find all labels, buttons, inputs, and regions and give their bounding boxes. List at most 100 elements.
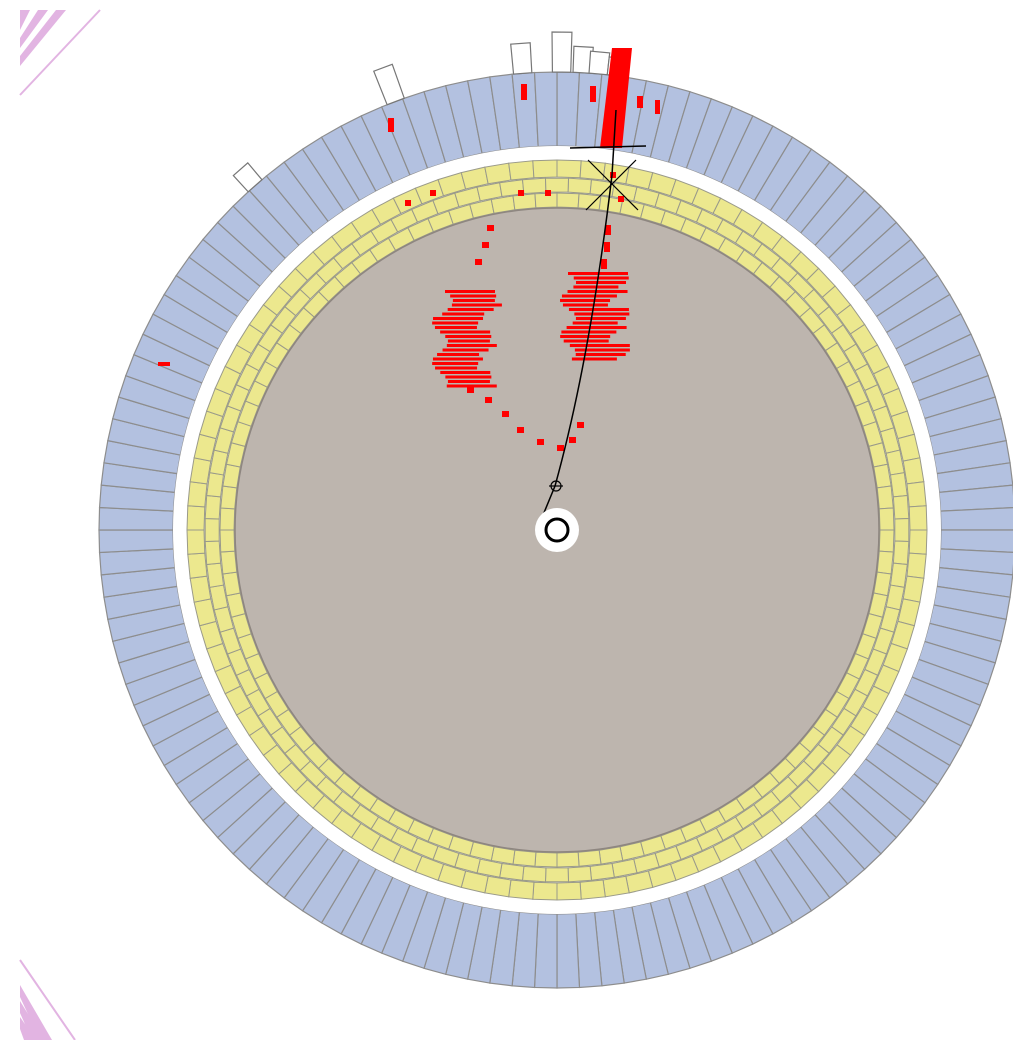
tracker-hit — [452, 299, 495, 302]
tracker-hit — [442, 312, 485, 316]
tracker-hit — [575, 281, 626, 284]
inner-calorimeter-cell — [220, 485, 238, 510]
inner-calorimeter-cell — [892, 540, 910, 566]
corner-stripe — [20, 10, 30, 30]
tracker-hit — [577, 422, 584, 428]
outer-calorimeter-cell — [556, 912, 581, 989]
tracker-hit — [573, 276, 629, 280]
tracker-hit — [571, 357, 617, 361]
tower-outline — [232, 162, 263, 193]
inner-calorimeter-cell — [499, 862, 525, 881]
vertex-ring — [544, 517, 570, 543]
tracker-hit — [487, 225, 494, 231]
inner-calorimeter-cell — [589, 862, 615, 881]
inner-calorimeter-cell — [220, 550, 238, 575]
inner-calorimeter-cell — [579, 160, 606, 181]
tower-outline — [372, 63, 406, 106]
inner-calorimeter-cell — [556, 881, 582, 901]
tracker-hit — [569, 344, 630, 347]
inner-calorimeter-cell — [187, 552, 208, 579]
tracker-hit — [445, 375, 492, 379]
tower-outline — [510, 42, 533, 75]
tracker-hit — [563, 339, 609, 343]
inner-calorimeter-cell — [876, 550, 894, 575]
tracker-hit — [446, 344, 497, 347]
tracker-hit — [560, 299, 611, 302]
inner-calorimeter-cell — [889, 472, 908, 498]
inner-calorimeter-cell — [484, 875, 512, 898]
tracker-hit — [604, 242, 610, 252]
inner-calorimeter-cell — [577, 849, 602, 867]
corner-stripe-line — [19, 9, 101, 96]
calorimeter-hit — [637, 96, 643, 108]
tracker-hit — [566, 326, 627, 329]
corner-stripe-decoration-top — [19, 9, 101, 96]
inner-calorimeter-cell — [906, 552, 927, 579]
inner-calorimeter-cell — [534, 192, 558, 209]
inner-calorimeter-cell — [187, 481, 208, 508]
inner-calorimeter-cell — [544, 867, 570, 883]
inner-calorimeter-cell — [892, 494, 910, 520]
calorimeter-hit — [590, 86, 596, 102]
inner-calorimeter-cell — [876, 485, 894, 510]
inner-calorimeter-cell — [521, 177, 547, 195]
inner-hit — [610, 172, 616, 178]
corner-stripe — [20, 1001, 44, 1040]
calorimeter-hit — [158, 362, 170, 366]
tracker-hit — [450, 294, 497, 298]
tracker-hit — [574, 312, 630, 316]
corner-stripe-line — [19, 959, 76, 1040]
tracker-hit — [601, 259, 607, 269]
tracker-hit — [433, 317, 484, 320]
inner-hit — [618, 196, 624, 202]
inner-calorimeter-cell — [512, 193, 537, 211]
inner-calorimeter-cell — [889, 562, 908, 588]
tracker-hit — [557, 445, 564, 451]
inner-calorimeter-cell — [902, 575, 925, 603]
tracker-hit — [445, 335, 492, 338]
calorimeter-hit — [388, 118, 394, 132]
outer-calorimeter-cell — [533, 71, 558, 148]
inner-calorimeter-cell — [534, 851, 558, 868]
hit-clusters — [158, 48, 660, 451]
inner-calorimeter-cell — [189, 575, 212, 603]
inner-calorimeter-cell — [902, 457, 925, 485]
inner-calorimeter-cell — [556, 192, 580, 209]
inner-calorimeter-cell — [556, 851, 580, 868]
inner-calorimeter-cell — [508, 879, 535, 900]
inner-hit — [430, 190, 436, 196]
particle-track — [540, 109, 647, 521]
outer-calorimeter-cell — [98, 529, 175, 554]
inner-calorimeter-cell — [906, 481, 927, 508]
tracker-hit — [502, 411, 509, 417]
tower-outline — [551, 31, 573, 73]
tracker-hit — [567, 290, 628, 293]
corner-stripe — [20, 10, 48, 48]
inner-hit — [518, 190, 524, 196]
tracker-hit — [440, 371, 491, 374]
tracker-hit — [568, 308, 629, 311]
tracker-hit — [432, 357, 483, 361]
inner-calorimeter-cell — [204, 494, 222, 520]
inner-calorimeter-cell — [508, 160, 535, 181]
track-crossbar — [569, 145, 647, 149]
tracker-hit — [447, 339, 490, 343]
tracker-hit — [485, 397, 492, 403]
inner-hit — [405, 200, 411, 206]
tracker-hit — [517, 427, 524, 433]
inner-calorimeter-cell — [908, 529, 928, 555]
corner-stripe — [20, 1017, 36, 1040]
inner-calorimeter-cell — [512, 849, 537, 867]
corner-stripe — [20, 985, 52, 1040]
inner-calorimeter-cell — [204, 517, 220, 543]
inner-calorimeter-cell — [544, 177, 570, 193]
tracker-hit — [447, 380, 490, 383]
tracker-hit — [575, 353, 626, 356]
tracker-hit — [447, 308, 494, 311]
inner-calorimeter-cell — [189, 457, 212, 485]
tracker-hit — [446, 384, 497, 388]
tracker-hit — [574, 348, 630, 352]
inner-calorimeter-ring — [186, 159, 928, 901]
